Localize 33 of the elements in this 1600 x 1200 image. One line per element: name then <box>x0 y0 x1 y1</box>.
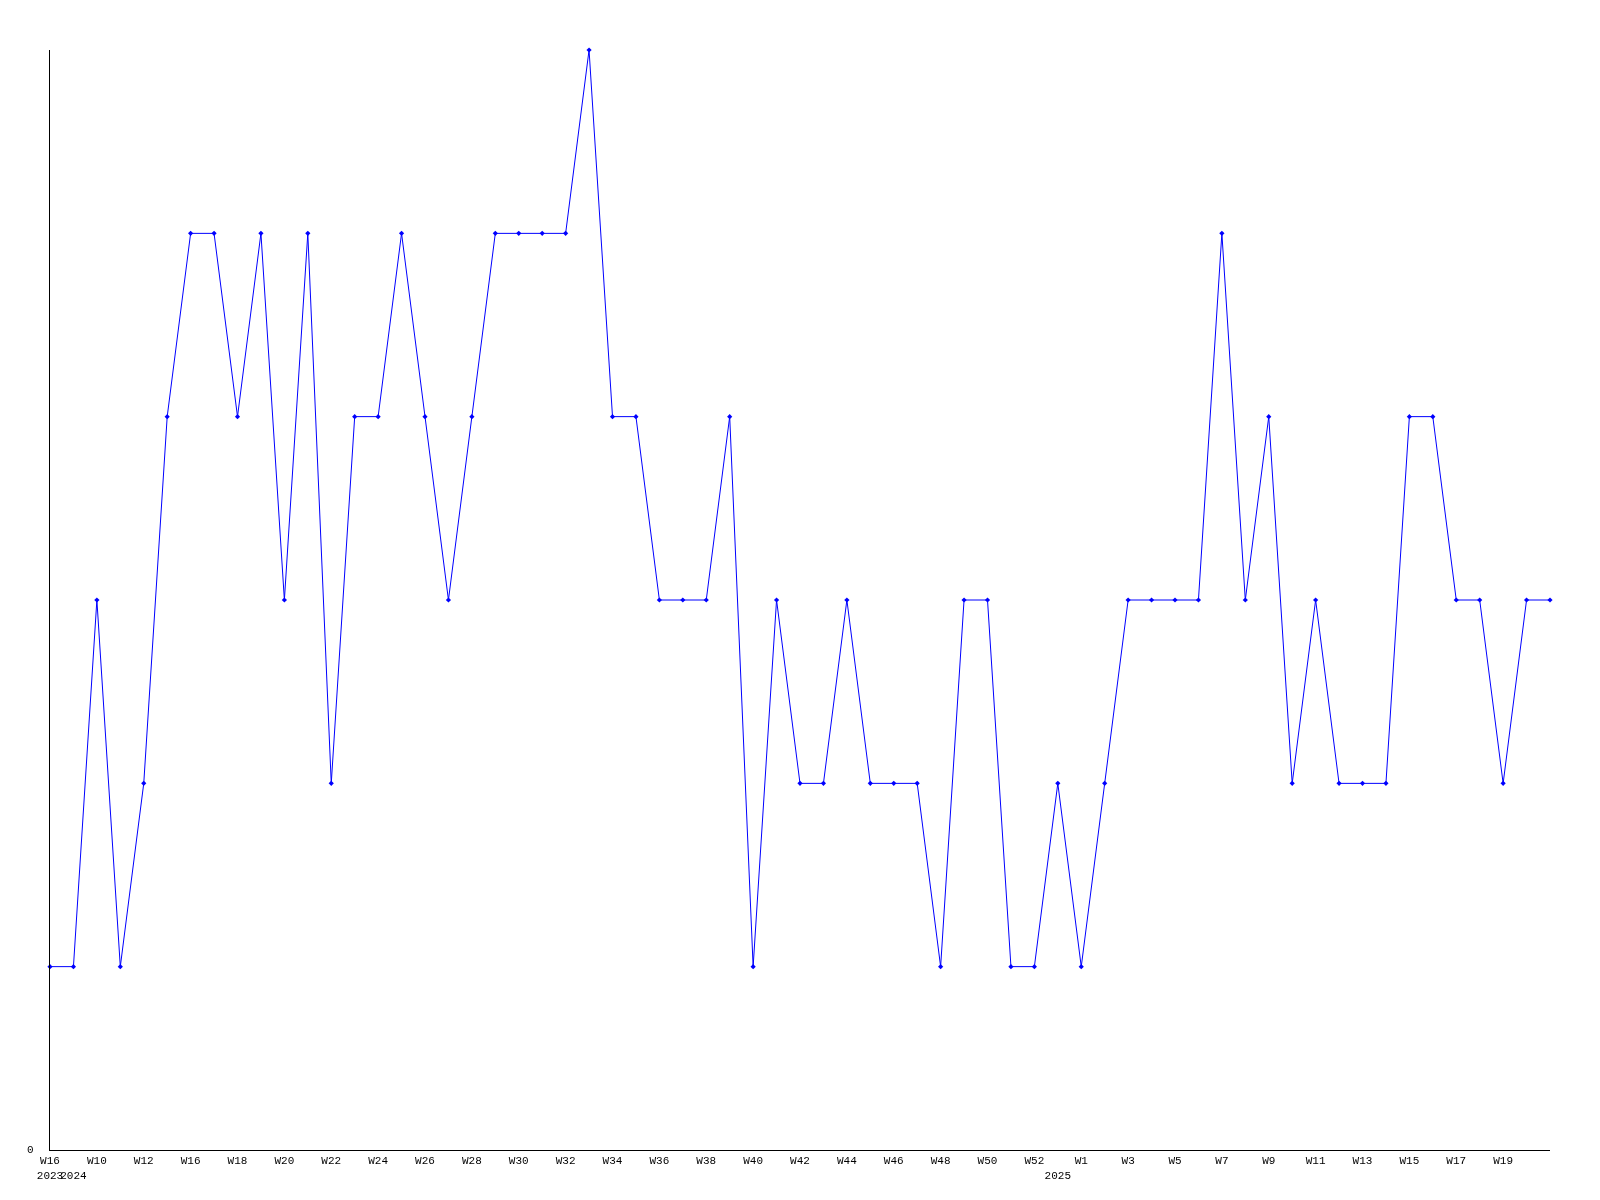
x-tick-label: W50 <box>977 1155 998 1168</box>
x-tick-label: W18 <box>227 1155 248 1168</box>
x-tick-label: W17 <box>1446 1155 1467 1168</box>
x-tick-label: 2025 <box>1044 1169 1072 1182</box>
x-tick-label: W1 <box>1074 1155 1089 1168</box>
x-tick-label: W12 <box>133 1155 154 1168</box>
x-tick-label: W30 <box>508 1155 529 1168</box>
x-tick-label: W7 <box>1215 1155 1229 1168</box>
x-tick-label: W32 <box>555 1155 576 1168</box>
x-tick-label: W34 <box>602 1155 623 1168</box>
x-tick-label: W9 <box>1262 1155 1276 1168</box>
x-tick-label: W26 <box>415 1155 435 1168</box>
x-tick-label: W28 <box>461 1155 482 1168</box>
x-tick-label: W44 <box>836 1155 858 1168</box>
x-tick-label: W13 <box>1352 1155 1373 1168</box>
x-tick-label: W19 <box>1493 1155 1514 1168</box>
x-tick-label: W15 <box>1399 1155 1420 1168</box>
x-tick-label: W52 <box>1024 1155 1045 1168</box>
x-tick-label: W22 <box>321 1155 342 1168</box>
x-tick-label: W40 <box>743 1155 764 1168</box>
x-tick-label: W46 <box>883 1155 904 1168</box>
x-tick-label: W38 <box>696 1155 717 1168</box>
x-tick-label: W48 <box>930 1155 951 1168</box>
text: 0 <box>27 1144 34 1156</box>
x-tick-label: W3 <box>1121 1155 1135 1168</box>
x-tick-label: W16 <box>180 1155 201 1168</box>
x-tick-label: W36 <box>649 1155 670 1168</box>
x-tick-label: W10 <box>86 1155 107 1168</box>
x-tick-label: W5 <box>1168 1155 1182 1168</box>
x-tick-label: W42 <box>790 1155 810 1168</box>
x-tick-label: W24 <box>368 1155 389 1168</box>
x-tick-label: W20 <box>274 1155 295 1168</box>
x-tick-label: W11 <box>1305 1155 1326 1168</box>
